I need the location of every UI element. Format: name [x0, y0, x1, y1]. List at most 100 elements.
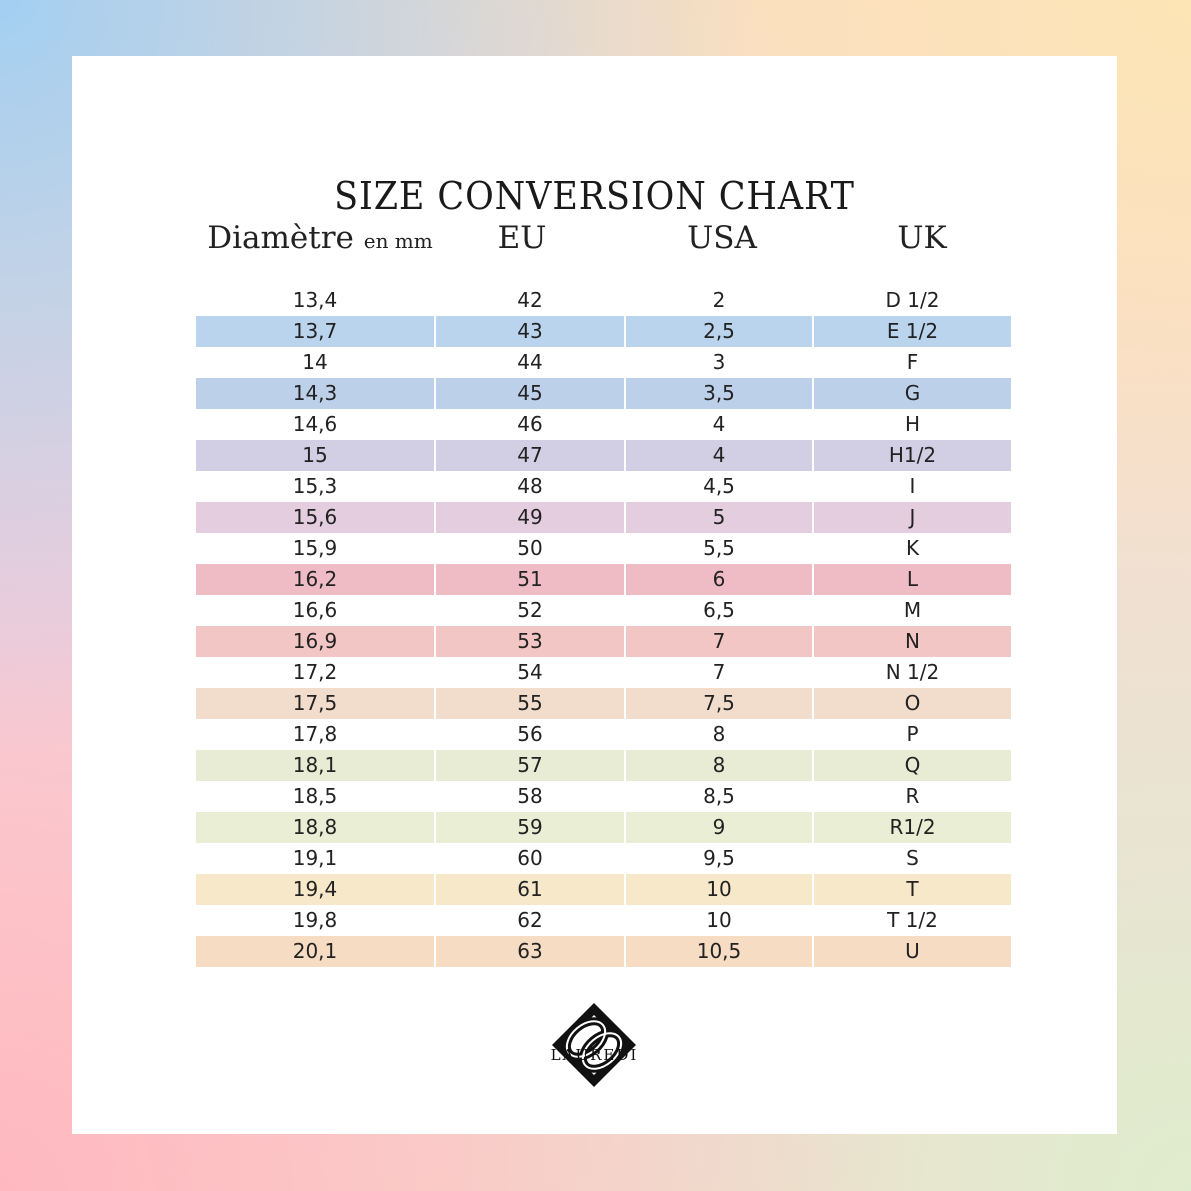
uk-cell: G: [814, 378, 1011, 409]
usa-cell: 2: [712, 288, 726, 312]
usa-cell: 6,5: [703, 598, 735, 622]
uk-cell: T 1/2: [887, 908, 938, 932]
table-row: 16,6 52 6,5 M: [196, 595, 1011, 626]
eu-cell: 47: [436, 440, 624, 471]
diameter-cell: 18,8: [196, 812, 434, 843]
usa-cell: 5: [626, 502, 812, 533]
eu-cell: 46: [517, 412, 543, 436]
diameter-cell: 15,9: [292, 536, 338, 560]
table-row: 18,1 57 8 Q: [196, 750, 1011, 781]
uk-cell: K: [905, 536, 920, 560]
eu-cell: 43: [436, 316, 624, 347]
diameter-cell: 15,6: [196, 502, 434, 533]
uk-cell: L: [814, 564, 1011, 595]
diameter-cell: 17,2: [292, 660, 338, 684]
eu-cell: 57: [436, 750, 624, 781]
usa-cell: 6: [626, 564, 812, 595]
diameter-cell: 14: [302, 350, 328, 374]
table-row: 13,7 43 2,5 E 1/2: [196, 316, 1011, 347]
uk-cell: Q: [814, 750, 1011, 781]
table-row: 15,9 50 5,5 K: [196, 533, 1011, 564]
eu-cell: 51: [436, 564, 624, 595]
table-row: 13,4 42 2 D 1/2: [196, 285, 1011, 316]
header-diameter: Diamètre en mm: [200, 216, 440, 260]
uk-cell: I: [909, 474, 916, 498]
diameter-cell: 17,5: [196, 688, 434, 719]
table-row: 15 47 4 H1/2: [196, 440, 1011, 471]
header-diameter-label: Diamètre: [207, 220, 354, 256]
usa-cell: 4: [626, 440, 812, 471]
chart-card: SIZE CONVERSION CHART Diamètre en mm EU …: [72, 56, 1117, 1134]
header-usa: USA: [687, 220, 757, 256]
usa-cell: 4: [712, 412, 726, 436]
diameter-cell: 15,3: [292, 474, 338, 498]
table-row: 19,4 61 10 T: [196, 874, 1011, 905]
usa-cell: 10: [706, 908, 732, 932]
eu-cell: 62: [517, 908, 543, 932]
table-row: 14,3 45 3,5 G: [196, 378, 1011, 409]
header-uk: UK: [897, 220, 947, 256]
table-row: 19,8 62 10 T 1/2: [196, 905, 1011, 936]
diameter-cell: 16,9: [196, 626, 434, 657]
diameter-cell: 15: [196, 440, 434, 471]
eu-cell: 58: [517, 784, 543, 808]
eu-cell: 42: [517, 288, 543, 312]
eu-cell: 52: [517, 598, 543, 622]
diameter-cell: 14,6: [292, 412, 338, 436]
page-title: SIZE CONVERSION CHART: [334, 174, 855, 218]
table-row: 14,6 46 4 H: [196, 409, 1011, 440]
eu-cell: 49: [436, 502, 624, 533]
table-row: 18,8 59 9 R1/2: [196, 812, 1011, 843]
diameter-cell: 18,5: [292, 784, 338, 808]
eu-cell: 61: [436, 874, 624, 905]
uk-cell: N 1/2: [885, 660, 940, 684]
usa-cell: 2,5: [626, 316, 812, 347]
header-diameter-unit: en mm: [363, 229, 433, 253]
eu-cell: 59: [436, 812, 624, 843]
usa-cell: 10,5: [626, 936, 812, 967]
table-row: 17,2 54 7 N 1/2: [196, 657, 1011, 688]
diameter-cell: 16,2: [196, 564, 434, 595]
usa-cell: 4,5: [703, 474, 735, 498]
table-row: 17,5 55 7,5 O: [196, 688, 1011, 719]
uk-cell: R1/2: [814, 812, 1011, 843]
eu-cell: 44: [517, 350, 543, 374]
eu-cell: 48: [517, 474, 543, 498]
usa-cell: 7: [712, 660, 726, 684]
diameter-cell: 17,8: [292, 722, 338, 746]
usa-cell: 10: [626, 874, 812, 905]
usa-cell: 7: [626, 626, 812, 657]
eu-cell: 53: [436, 626, 624, 657]
diameter-cell: 14,3: [196, 378, 434, 409]
usa-cell: 8: [712, 722, 726, 746]
eu-cell: 60: [517, 846, 543, 870]
size-table: 13,4 42 2 D 1/2 13,7 43 2,5 E 1/2 14 44 3 F 14,3 45 3,…: [196, 285, 1011, 967]
uk-cell: H: [904, 412, 921, 436]
table-row: 15,6 49 5 J: [196, 502, 1011, 533]
usa-cell: 3: [712, 350, 726, 374]
usa-cell: 9,5: [703, 846, 735, 870]
uk-cell: T: [814, 874, 1011, 905]
uk-cell: F: [906, 350, 919, 374]
eu-cell: 45: [436, 378, 624, 409]
diameter-cell: 18,1: [196, 750, 434, 781]
eu-cell: 56: [517, 722, 543, 746]
eu-cell: 55: [436, 688, 624, 719]
table-row: 18,5 58 8,5 R: [196, 781, 1011, 812]
eu-cell: 63: [436, 936, 624, 967]
diameter-cell: 19,4: [196, 874, 434, 905]
uk-cell: J: [814, 502, 1011, 533]
eu-cell: 50: [517, 536, 543, 560]
usa-cell: 9: [626, 812, 812, 843]
usa-cell: 3,5: [626, 378, 812, 409]
uk-cell: O: [814, 688, 1011, 719]
table-row: 15,3 48 4,5 I: [196, 471, 1011, 502]
uk-cell: M: [903, 598, 922, 622]
eu-cell: 54: [517, 660, 543, 684]
uk-cell: D 1/2: [885, 288, 940, 312]
brand-name: LAUREDI: [550, 1046, 639, 1064]
diameter-cell: 19,8: [292, 908, 338, 932]
table-row: 14 44 3 F: [196, 347, 1011, 378]
uk-cell: P: [906, 722, 919, 746]
diameter-cell: 20,1: [196, 936, 434, 967]
